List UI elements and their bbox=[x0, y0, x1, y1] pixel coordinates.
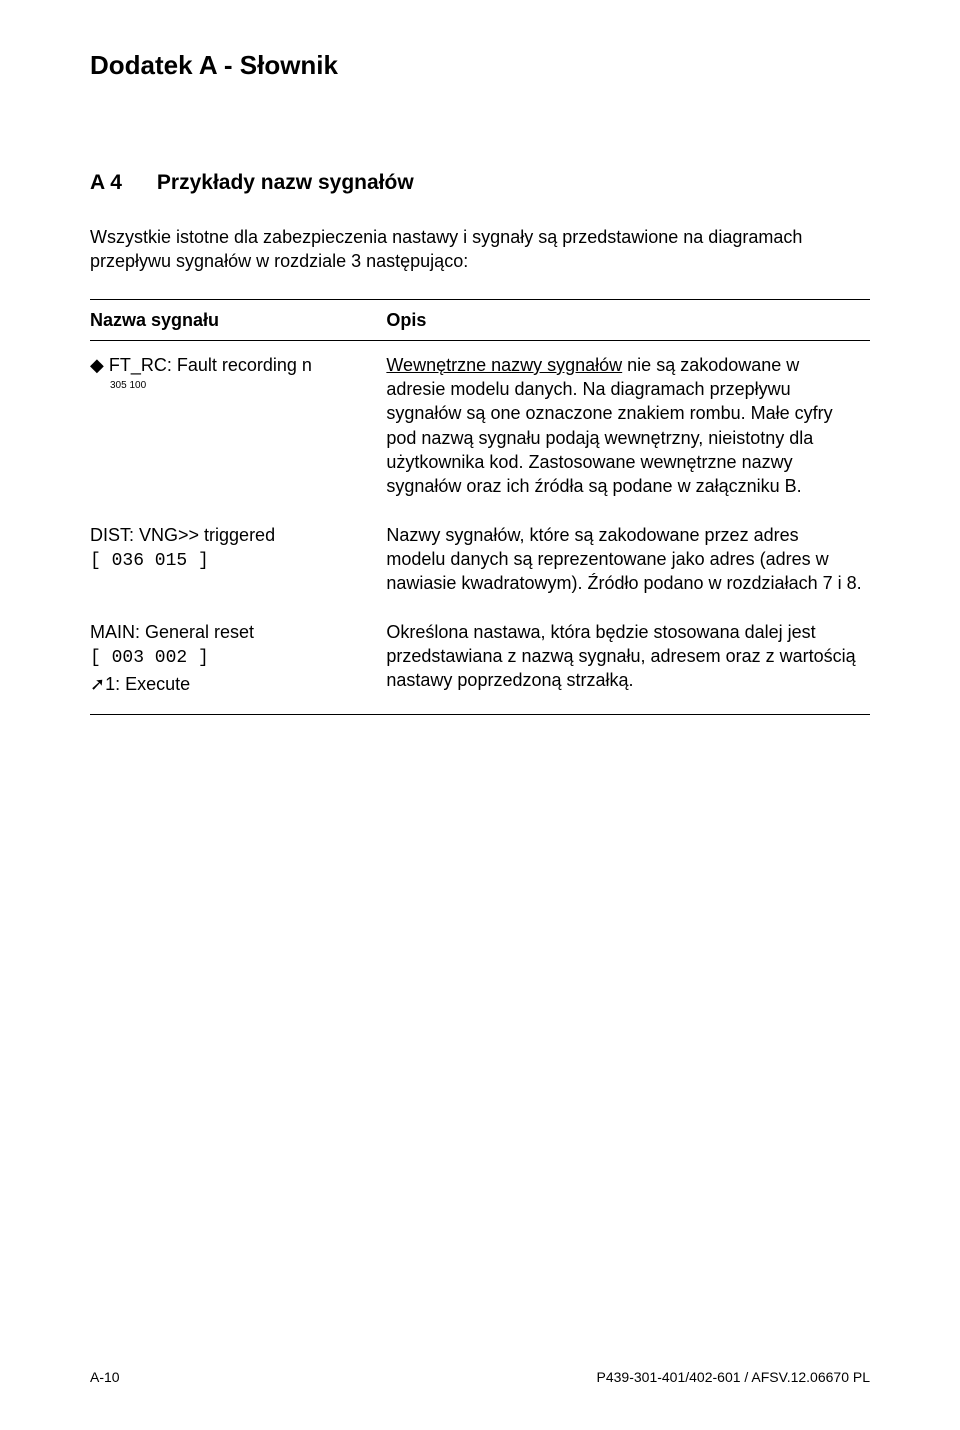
signal-name: DIST: VNG>> triggered bbox=[90, 523, 378, 547]
section-title: Przykłady nazw sygnałów bbox=[157, 171, 414, 195]
desc-underlined: Wewnętrzne nazwy sygnałów bbox=[386, 355, 622, 375]
signal-subcode: 305 100 bbox=[90, 379, 378, 393]
signal-cell: MAIN: General reset [ 003 002 ] ➚1: Exec… bbox=[90, 608, 386, 715]
signal-arrow-value: ➚1: Execute bbox=[90, 672, 378, 696]
page-header-title: Dodatek A - Słownik bbox=[90, 50, 870, 81]
table-header-row: Nazwa sygnału Opis bbox=[90, 299, 870, 340]
table-row: MAIN: General reset [ 003 002 ] ➚1: Exec… bbox=[90, 608, 870, 715]
section-number: A 4 bbox=[90, 171, 122, 195]
desc-text: nie są zakodowane w adresie modelu danyc… bbox=[386, 355, 832, 496]
page-footer: A-10 P439-301-401/402-601 / AFSV.12.0667… bbox=[90, 1369, 870, 1385]
table-header-desc: Opis bbox=[386, 299, 870, 340]
signal-cell: ◆ FT_RC: Fault recording n 305 100 bbox=[90, 340, 386, 510]
desc-cell: Wewnętrzne nazwy sygnałów nie są zakodow… bbox=[386, 340, 870, 510]
table-row: DIST: VNG>> triggered [ 036 015 ] Nazwy … bbox=[90, 511, 870, 608]
signal-table: Nazwa sygnału Opis ◆ FT_RC: Fault record… bbox=[90, 299, 870, 716]
desc-cell: Nazwy sygnałów, które są zakodowane prze… bbox=[386, 511, 870, 608]
diamond-icon: ◆ bbox=[90, 355, 109, 375]
footer-page-number: A-10 bbox=[90, 1369, 120, 1385]
signal-address: [ 036 015 ] bbox=[90, 549, 378, 573]
table-header-name: Nazwa sygnału bbox=[90, 299, 386, 340]
signal-name: FT_RC: Fault recording n bbox=[109, 355, 312, 375]
signal-cell: DIST: VNG>> triggered [ 036 015 ] bbox=[90, 511, 386, 608]
signal-name: MAIN: General reset bbox=[90, 620, 378, 644]
footer-doc-id: P439-301-401/402-601 / AFSV.12.06670 PL bbox=[597, 1369, 870, 1385]
section-heading: A 4 Przykłady nazw sygnałów bbox=[90, 171, 870, 195]
intro-paragraph: Wszystkie istotne dla zabezpieczenia nas… bbox=[90, 225, 870, 274]
signal-address: [ 003 002 ] bbox=[90, 646, 378, 670]
page: Dodatek A - Słownik A 4 Przykłady nazw s… bbox=[0, 0, 960, 1430]
desc-cell: Określona nastawa, która będzie stosowan… bbox=[386, 608, 870, 715]
table-row: ◆ FT_RC: Fault recording n 305 100 Wewnę… bbox=[90, 340, 870, 510]
